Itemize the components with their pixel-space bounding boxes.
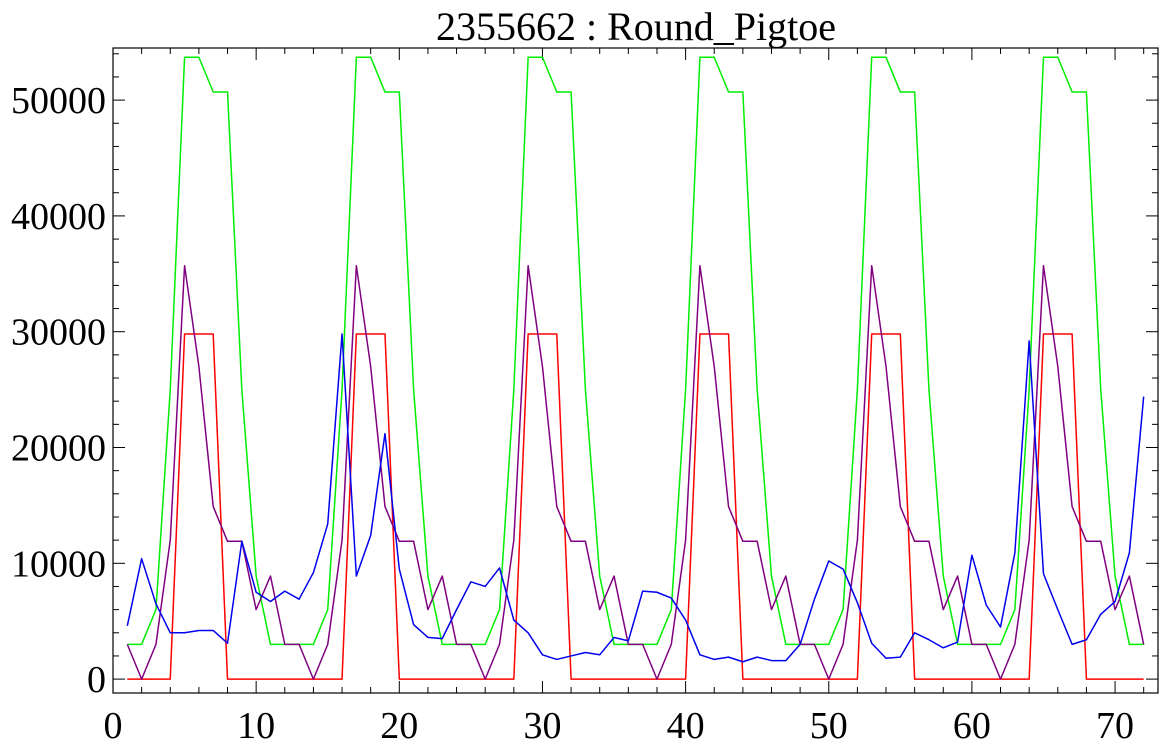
y-tick-label: 50000 xyxy=(11,80,106,122)
y-tick-label: 40000 xyxy=(11,196,106,238)
y-tick-label: 20000 xyxy=(11,428,106,470)
y-tick-label: 10000 xyxy=(11,543,106,585)
y-tick-label: 0 xyxy=(87,659,106,701)
x-tick-label: 20 xyxy=(380,705,418,747)
plot-lines xyxy=(126,56,1145,680)
x-tick-label: 50 xyxy=(810,705,848,747)
x-tick-label: 40 xyxy=(667,705,705,747)
series-line-1 xyxy=(127,56,1144,646)
chart-title: 2355662 : Round_Pigtoe xyxy=(436,4,836,49)
series-line-3 xyxy=(126,264,1145,680)
x-tick-label: 70 xyxy=(1096,705,1134,747)
x-tick-label: 10 xyxy=(237,705,275,747)
tick-labels: 0 10 20 30 40 50 60 70 0 10000 20000 30000 40000 5000… xyxy=(11,80,1134,747)
y-tick-label: 30000 xyxy=(11,312,106,354)
x-tick-label: 0 xyxy=(104,705,123,747)
plot-frame xyxy=(112,47,1159,694)
axis-ticks xyxy=(112,48,1158,693)
series-line-2 xyxy=(127,333,1144,680)
series-line-4 xyxy=(126,333,1145,663)
x-tick-label: 30 xyxy=(523,705,561,747)
x-tick-label: 60 xyxy=(953,705,991,747)
